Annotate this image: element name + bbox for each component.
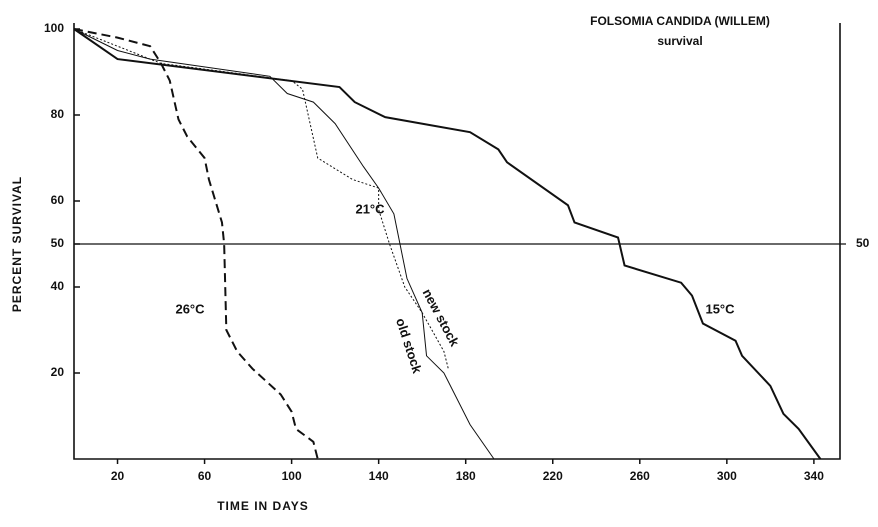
y-tick-label: 100	[44, 21, 64, 35]
reference-label: 50	[856, 236, 870, 250]
y-tick-label: 40	[51, 279, 65, 293]
series-line	[73, 28, 822, 460]
y-axis-label: PERCENT SURVIVAL	[10, 176, 24, 312]
chart-subtitle: survival	[657, 34, 702, 48]
x-tick-label: 340	[804, 469, 824, 483]
annotation: new stock	[420, 286, 463, 349]
x-tick-label: 300	[717, 469, 737, 483]
series-line	[73, 28, 319, 460]
annotation: old stock	[393, 316, 425, 376]
x-tick-label: 20	[111, 469, 125, 483]
x-tick-label: 60	[198, 469, 212, 483]
x-tick-label: 140	[369, 469, 389, 483]
annotation: 15°C	[705, 301, 735, 316]
x-tick-label: 220	[543, 469, 563, 483]
x-axis-label: TIME IN DAYS	[217, 499, 309, 513]
x-tick-label: 180	[456, 469, 476, 483]
annotation: 21°C	[355, 201, 385, 216]
series-line	[73, 28, 449, 369]
y-tick-label: 80	[51, 107, 65, 121]
axes	[73, 23, 841, 460]
y-tick-label: 20	[51, 365, 65, 379]
y-tick-label: 50	[51, 236, 65, 250]
x-tick-label: 100	[282, 469, 302, 483]
chart-title: FOLSOMIA CANDIDA (WILLEM)	[590, 14, 770, 28]
annotation: 26°C	[175, 301, 205, 316]
series-line	[73, 28, 495, 460]
x-tick-label: 260	[630, 469, 650, 483]
y-tick-label: 60	[51, 193, 65, 207]
